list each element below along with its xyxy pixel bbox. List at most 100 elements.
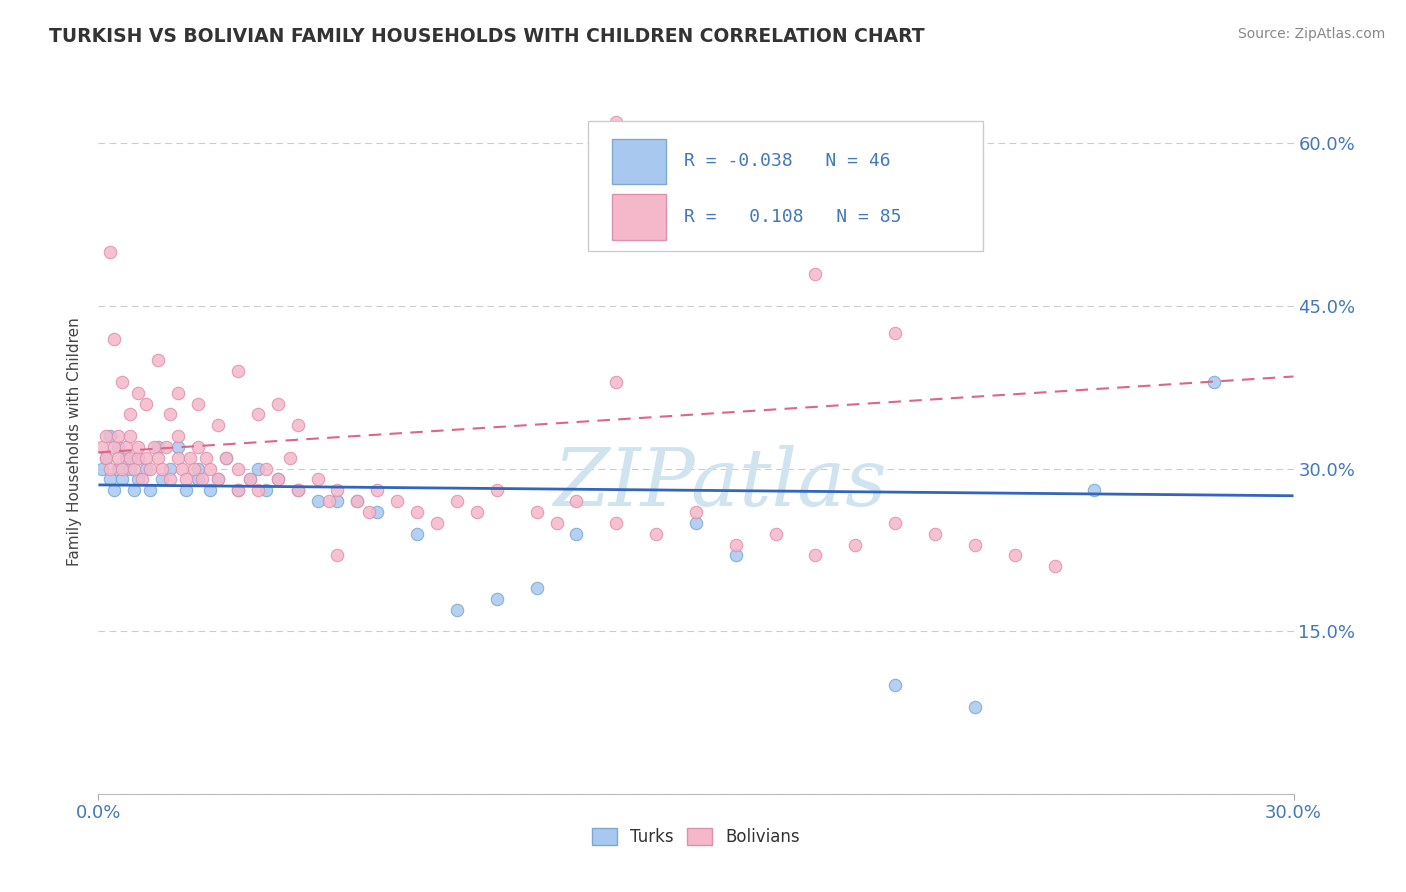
Point	[565, 494, 588, 508]
Text: ZIPatlas: ZIPatlas	[553, 445, 887, 523]
Point	[198, 461, 221, 475]
Point	[246, 483, 269, 498]
Point	[98, 429, 122, 443]
Point	[605, 516, 627, 530]
Point	[1043, 559, 1066, 574]
Point	[195, 450, 218, 465]
Point	[485, 483, 508, 498]
Point	[446, 602, 468, 616]
Point	[91, 440, 114, 454]
Point	[187, 396, 209, 410]
Point	[446, 494, 468, 508]
Point	[172, 461, 194, 475]
Point	[724, 549, 747, 563]
Point	[167, 440, 190, 454]
Point	[239, 473, 262, 487]
Point	[107, 429, 129, 443]
Point	[103, 440, 125, 454]
FancyBboxPatch shape	[589, 121, 983, 252]
Point	[120, 429, 142, 443]
Point	[187, 461, 209, 475]
Point	[207, 418, 229, 433]
Text: Source: ZipAtlas.com: Source: ZipAtlas.com	[1237, 27, 1385, 41]
Point	[198, 483, 221, 498]
Point	[103, 483, 125, 498]
Point	[307, 473, 329, 487]
Point	[804, 549, 827, 563]
Point	[1202, 375, 1225, 389]
Point	[107, 461, 129, 475]
Point	[120, 461, 142, 475]
Point	[143, 440, 166, 454]
Point	[565, 526, 588, 541]
Point	[1004, 549, 1026, 563]
Point	[318, 494, 340, 508]
Point	[765, 526, 787, 541]
Point	[226, 483, 249, 498]
Point	[135, 461, 157, 475]
Point	[167, 429, 190, 443]
Point	[150, 473, 173, 487]
Point	[884, 678, 907, 692]
Point	[183, 461, 205, 475]
Point	[685, 505, 707, 519]
Point	[326, 494, 349, 508]
Point	[226, 461, 249, 475]
Point	[111, 461, 134, 475]
Text: R =   0.108   N = 85: R = 0.108 N = 85	[685, 208, 901, 226]
Point	[111, 473, 134, 487]
Point	[131, 473, 153, 487]
Point	[1083, 483, 1105, 498]
Point	[159, 473, 181, 487]
Point	[91, 461, 114, 475]
Point	[385, 494, 409, 508]
Point	[287, 418, 309, 433]
Point	[115, 440, 138, 454]
Point	[155, 440, 177, 454]
Point	[115, 450, 138, 465]
Legend: Turks, Bolivians: Turks, Bolivians	[585, 821, 807, 853]
Point	[406, 505, 429, 519]
Point	[159, 461, 181, 475]
Point	[215, 450, 238, 465]
Point	[127, 440, 149, 454]
Point	[96, 450, 118, 465]
Point	[267, 473, 290, 487]
FancyBboxPatch shape	[613, 194, 666, 240]
Point	[127, 385, 149, 400]
Point	[135, 450, 157, 465]
Point	[107, 450, 129, 465]
Point	[179, 450, 201, 465]
Point	[546, 516, 568, 530]
Point	[120, 408, 142, 422]
Point	[366, 505, 388, 519]
Point	[96, 429, 118, 443]
Point	[246, 461, 269, 475]
Point	[98, 244, 122, 259]
Point	[148, 450, 170, 465]
Point	[267, 473, 290, 487]
Point	[187, 440, 209, 454]
Point	[103, 332, 125, 346]
Point	[307, 494, 329, 508]
Point	[267, 396, 290, 410]
Point	[326, 549, 349, 563]
Point	[124, 483, 146, 498]
Point	[426, 516, 449, 530]
Point	[139, 483, 162, 498]
Point	[366, 483, 388, 498]
Point	[150, 461, 173, 475]
Y-axis label: Family Households with Children: Family Households with Children	[67, 318, 83, 566]
Point	[346, 494, 368, 508]
Point	[167, 385, 190, 400]
Point	[485, 591, 508, 606]
Point	[215, 450, 238, 465]
Point	[246, 408, 269, 422]
Text: R = -0.038   N = 46: R = -0.038 N = 46	[685, 153, 890, 170]
Point	[804, 267, 827, 281]
Point	[135, 396, 157, 410]
Point	[465, 505, 488, 519]
Point	[239, 473, 262, 487]
Point	[254, 483, 277, 498]
Point	[605, 375, 627, 389]
